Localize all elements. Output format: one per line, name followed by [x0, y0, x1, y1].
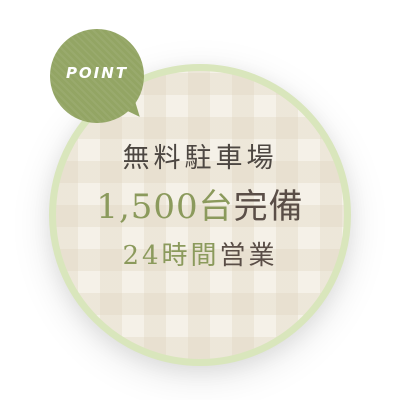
business-hours-line: 24時間営業	[0, 235, 400, 272]
free-parking-heading: 無料駐車場	[122, 143, 278, 174]
point-speech-bubble	[50, 29, 144, 123]
parking-capacity-suffix: 完備	[233, 187, 304, 227]
parking-capacity-value: 1,500台	[96, 187, 234, 227]
business-hours-suffix: 営業	[219, 241, 278, 271]
point-label: POINT	[65, 64, 129, 82]
parking-capacity-line: 1,500台完備	[0, 179, 400, 228]
business-hours-value: 24時間	[122, 241, 220, 271]
